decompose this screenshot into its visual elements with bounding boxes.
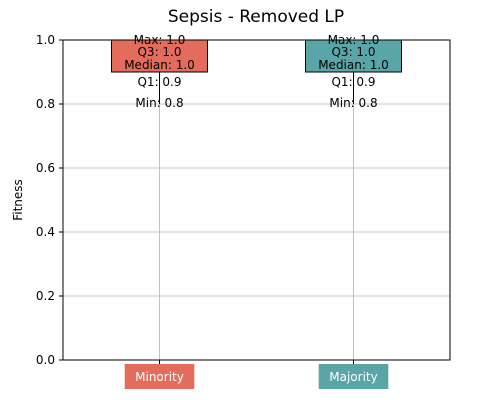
- x-label-background: [124, 364, 195, 389]
- x-tick-label: Majority: [329, 370, 377, 384]
- x-axis-labels: Minority Majority: [124, 360, 389, 389]
- y-tick-label: 1.0: [36, 33, 55, 47]
- stat-annotation: Median: 1.0: [124, 58, 195, 72]
- y-tick-label: 0.8: [36, 97, 55, 111]
- stat-annotation: Median: 1.0: [318, 58, 389, 72]
- stat-annotation: Min: 0.8: [135, 96, 183, 110]
- plot-frame: [62, 39, 451, 361]
- stat-annotation: Q3: 1.0: [137, 45, 181, 59]
- y-axis-label: Fitness: [11, 179, 25, 221]
- y-tick-label: 0.0: [36, 353, 55, 367]
- y-tick-label: 0.2: [36, 289, 55, 303]
- x-label-majority: Majority: [318, 360, 389, 389]
- y-tick-label: 0.6: [36, 161, 55, 175]
- x-tick-label: Minority: [135, 370, 184, 384]
- y-tick-label: 0.4: [36, 225, 55, 239]
- stat-annotation: Min: 0.8: [329, 96, 377, 110]
- chart-title: Sepsis - Removed LP: [168, 7, 344, 27]
- stat-annotation: Q1: 0.9: [331, 75, 375, 89]
- y-axis-ticks: 0.0 0.2 0.4 0.6 0.8 1.0: [36, 33, 63, 367]
- grid-lines: [63, 39, 450, 361]
- x-label-background: [318, 364, 389, 389]
- stat-annotation: Q3: 1.0: [331, 45, 375, 59]
- iqr-box: [305, 39, 402, 73]
- stat-annotation: Q1: 0.9: [137, 75, 181, 89]
- x-label-minority: Minority: [124, 360, 195, 389]
- iqr-box: [111, 39, 208, 73]
